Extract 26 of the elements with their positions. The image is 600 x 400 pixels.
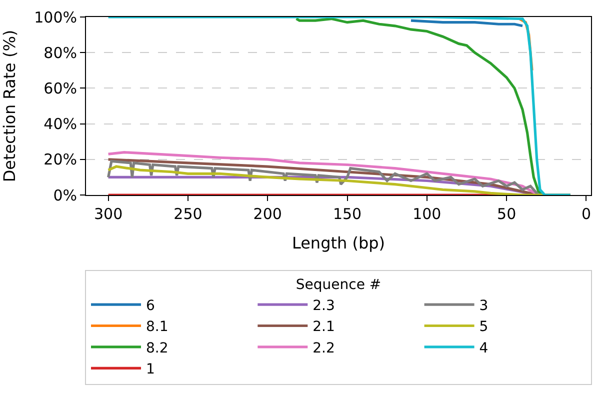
x-tick-label: 0 bbox=[581, 205, 591, 223]
legend-label: 8.1 bbox=[146, 319, 168, 336]
legend-label: 1 bbox=[146, 362, 155, 378]
y-tick-label: 80% bbox=[44, 44, 77, 62]
legend-title: Sequence # bbox=[296, 276, 382, 293]
x-tick-label: 300 bbox=[94, 205, 123, 223]
legend-label: 3 bbox=[479, 298, 488, 314]
x-tick-label: 200 bbox=[253, 205, 282, 223]
y-tick-label: 100% bbox=[34, 8, 77, 26]
legend-label: 4 bbox=[479, 340, 488, 356]
x-tick-label: 50 bbox=[497, 205, 516, 223]
legend-label: 2.1 bbox=[312, 319, 335, 336]
legend-label: 2.3 bbox=[312, 298, 335, 314]
legend-label: 2.2 bbox=[312, 340, 335, 356]
y-tick-label: 60% bbox=[44, 79, 77, 98]
y-axis-title: Detection Rate (%) bbox=[0, 30, 19, 182]
x-tick-label: 150 bbox=[332, 205, 362, 223]
x-axis-title: Length (bp) bbox=[292, 234, 386, 253]
x-tick-label: 250 bbox=[174, 205, 202, 223]
y-tick-label: 40% bbox=[44, 115, 77, 134]
y-tick-label: 0% bbox=[53, 186, 77, 204]
legend-label: 8.2 bbox=[146, 340, 168, 356]
x-tick-label: 100 bbox=[412, 205, 442, 223]
legend-label: 5 bbox=[479, 319, 488, 336]
legend-label: 6 bbox=[146, 298, 155, 314]
y-tick-label: 20% bbox=[44, 150, 77, 169]
